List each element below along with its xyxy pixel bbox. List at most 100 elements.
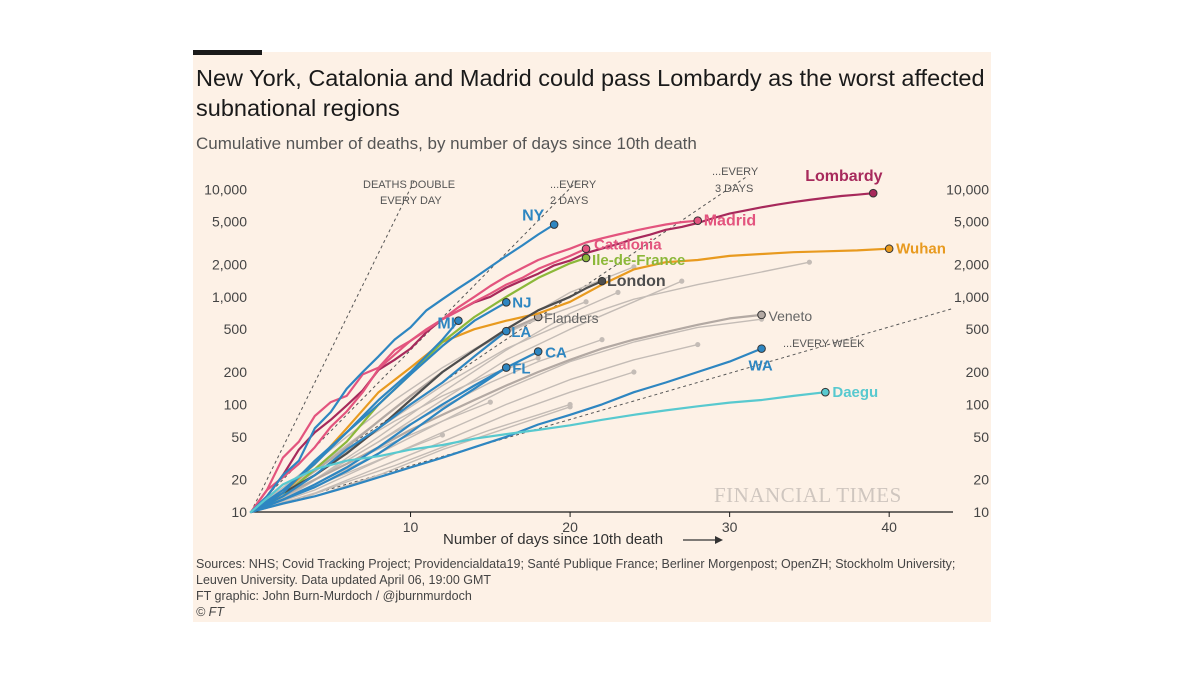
ft-accent-bar — [193, 50, 262, 55]
series-end-dot — [615, 289, 621, 295]
y-tick-label-right: 200 — [966, 364, 990, 380]
y-tick-label-left: 2,000 — [212, 256, 247, 272]
x-tick-label: 30 — [722, 519, 738, 535]
series-end-marker-nj — [501, 297, 511, 307]
chart-footer: Sources: NHS; Covid Tracking Project; Pr… — [196, 556, 986, 620]
series-label-mi: MI — [437, 316, 455, 333]
sources-line-1: Sources: NHS; Covid Tracking Project; Pr… — [196, 557, 956, 571]
reference-label: EVERY DAY — [380, 195, 442, 207]
x-tick-label: 40 — [881, 519, 897, 535]
series-line-other-region — [250, 403, 571, 513]
x-tick-label: 20 — [562, 519, 578, 535]
y-tick-label-left: 100 — [224, 396, 248, 412]
series-end-dot — [535, 355, 541, 361]
series-label-la: LA — [511, 324, 531, 341]
series-end-marker-mi — [454, 316, 463, 326]
series-line-ny — [249, 223, 556, 514]
reference-line — [250, 179, 415, 513]
series-label-ny: NY — [522, 208, 545, 225]
series-line-wuhan — [249, 247, 891, 514]
x-axis-arrowhead — [715, 536, 723, 544]
line-chart: FINANCIAL TIMES 10 10 20 20 50 50 100 100 200 200 5… — [204, 166, 990, 548]
y-tick-label-right: 100 — [966, 396, 990, 412]
series-end-marker-ile-de-france — [581, 253, 591, 263]
series-label-wa: WA — [749, 358, 773, 375]
series-end-dot — [631, 369, 637, 375]
series-end-dot — [806, 259, 813, 265]
chart-card — [193, 52, 991, 622]
series-end-marker-catalonia — [581, 244, 591, 254]
series-label-london: London — [607, 273, 666, 290]
y-tick-label-left: 20 — [231, 472, 247, 488]
graphic-credit: FT graphic: John Burn-Murdoch / @jburnmu… — [196, 589, 472, 603]
y-tick-label-right: 50 — [973, 429, 989, 445]
sources-line-2: Leuven University. Data updated April 06… — [196, 573, 492, 587]
series-line-ile-de-france — [249, 256, 588, 514]
x-tick-label: 10 — [403, 519, 419, 535]
y-tick-label-right: 20 — [973, 472, 989, 488]
series-end-dot — [439, 432, 446, 438]
chart-title: New York, Catalonia and Madrid could pas… — [196, 65, 985, 121]
series-line-other-region — [250, 261, 811, 513]
reference-label: 3 DAYS — [715, 183, 753, 195]
series-end-dot — [487, 399, 493, 405]
y-tick-label-right: 500 — [966, 321, 990, 337]
series-label-madrid: Madrid — [704, 213, 756, 230]
series-line-lombardy — [249, 192, 875, 514]
series-label-ca: CA — [545, 345, 567, 362]
y-tick-label-right: 10 — [973, 504, 989, 520]
series-label-wuhan: Wuhan — [896, 241, 946, 258]
watermark-text: FINANCIAL TIMES — [714, 483, 902, 507]
series-label-catalonia: Catalonia — [594, 237, 662, 254]
series-end-dot — [583, 299, 589, 305]
series-label-lombardy: Lombardy — [805, 168, 882, 185]
series-end-dot — [695, 341, 701, 348]
series-end-marker-wa — [757, 344, 766, 353]
series-label-flanders: Flanders — [544, 310, 598, 326]
y-tick-label-left: 10 — [231, 504, 247, 520]
series-end-dot — [679, 278, 685, 284]
series-end-dot — [567, 401, 573, 408]
series-line-wa — [249, 347, 763, 514]
reference-label: ...EVERY WEEK — [783, 338, 865, 350]
series-label-daegu: Daegu — [832, 384, 878, 401]
y-tick-label-right: 2,000 — [954, 256, 989, 272]
x-axis-label: Number of days since 10th death — [443, 531, 663, 548]
chart-subtitle: Cumulative number of deaths, by number o… — [196, 134, 697, 153]
y-tick-label-left: 5,000 — [212, 214, 247, 230]
y-tick-label-right: 10,000 — [946, 181, 989, 197]
series-end-marker-fl — [501, 363, 511, 372]
series-line-veneto — [249, 313, 763, 514]
series-line-catalonia — [249, 247, 588, 514]
y-tick-label-left: 500 — [224, 321, 248, 337]
series-line-other-region — [250, 343, 699, 513]
series-end-marker-veneto — [757, 310, 766, 320]
y-tick-label-left: 50 — [231, 429, 247, 445]
series-line-daegu — [249, 391, 827, 514]
reference-label: 2 DAYS — [550, 195, 588, 207]
y-tick-label-right: 5,000 — [954, 214, 989, 230]
series-end-marker-lombardy — [868, 188, 878, 198]
y-tick-label-left: 10,000 — [204, 181, 247, 197]
reference-label: DEATHS DOUBLE — [363, 179, 455, 191]
series-line-ca — [249, 350, 540, 514]
series-label-veneto: Veneto — [769, 308, 813, 324]
y-tick-label-right: 1,000 — [954, 289, 989, 305]
copyright: © FT — [196, 605, 224, 619]
series-end-marker-wuhan — [884, 244, 894, 254]
series-end-marker-ca — [533, 347, 543, 356]
series-label-ile-de-france: Ile-de-France — [592, 252, 685, 269]
series-line-fl — [249, 366, 508, 514]
series-line-madrid — [249, 219, 699, 514]
y-tick-label-left: 1,000 — [212, 289, 247, 305]
series-end-marker-madrid — [693, 216, 703, 226]
series-end-marker-daegu — [821, 387, 830, 397]
series-end-marker-ny — [549, 220, 559, 229]
series-line-la — [249, 330, 508, 514]
series-end-marker-london — [597, 276, 607, 286]
series-label-fl: FL — [512, 361, 530, 378]
series-line-mi — [249, 319, 460, 514]
series-end-dot — [599, 337, 605, 343]
reference-label: ...EVERY — [550, 179, 597, 191]
y-tick-label-left: 200 — [224, 364, 248, 380]
